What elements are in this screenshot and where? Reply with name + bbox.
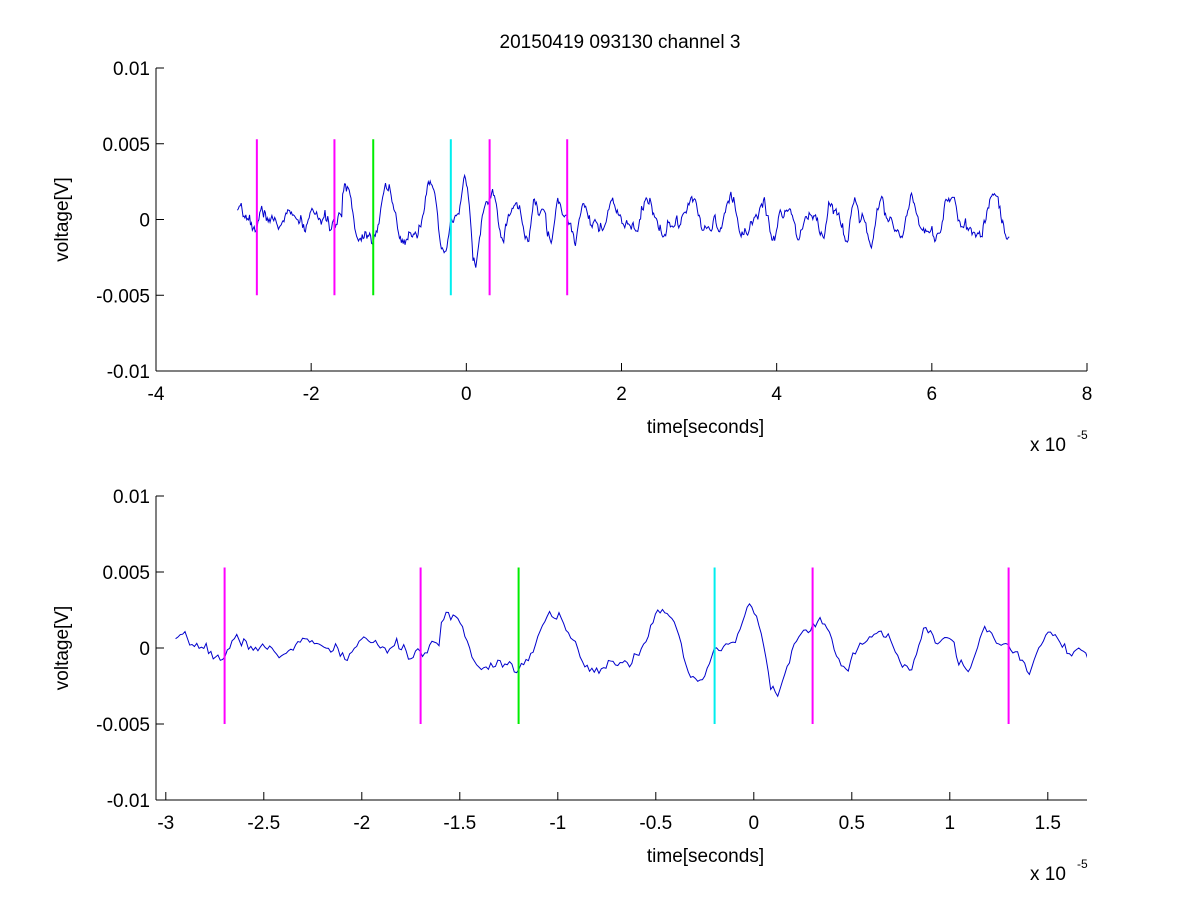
y-tick-label: 0.01 [113, 59, 150, 80]
x-tick-label: -1 [549, 813, 566, 834]
x-tick-label: 1.5 [1035, 813, 1061, 834]
x-axis-label: time[seconds] [647, 846, 764, 867]
x-tick-label: -2 [353, 813, 370, 834]
y-tick-label: 0.005 [102, 135, 150, 156]
y-tick-label: 0.005 [102, 563, 150, 584]
y-tick-label: 0 [139, 211, 150, 232]
x-tick-label: 0.5 [839, 813, 865, 834]
y-tick-label: -0.005 [96, 286, 150, 307]
y-tick-label: 0 [139, 639, 150, 660]
y-axis-label: voltage[V] [52, 606, 73, 691]
chart-title: 20150419 093130 channel 3 [500, 32, 741, 53]
voltage-trace [237, 173, 1010, 268]
y-tick-label: -0.005 [96, 715, 150, 736]
x-axis-multiplier-exponent: -5 [1077, 857, 1088, 871]
y-tick-label: -0.01 [107, 362, 150, 383]
y-tick-label: 0.01 [113, 487, 150, 508]
y-axis-label: voltage[V] [52, 177, 73, 262]
voltage-trace [175, 602, 1087, 698]
x-tick-label: 6 [927, 384, 938, 405]
x-tick-label: -0.5 [639, 813, 672, 834]
x-tick-label: 1 [945, 813, 956, 834]
bottom-panel: 0.01 0.005 0 -0.005 -0.01 -3 -2.5 -2 -1.5 -1 -0.5 0… [52, 487, 1088, 885]
x-axis-multiplier: x 10 [1030, 435, 1066, 456]
y-tick-label: -0.01 [107, 791, 150, 812]
x-tick-label: 0 [461, 384, 472, 405]
x-tick-label: -2.5 [247, 813, 280, 834]
x-tick-label: 4 [771, 384, 782, 405]
top-panel: 0.01 0.005 0 -0.005 -0.01-4 -2 0 2 4 6 8 time[secon… [52, 59, 1092, 456]
x-axis-multiplier-exponent: -5 [1077, 428, 1088, 442]
x-tick-label: 0 [749, 813, 760, 834]
x-axis-multiplier: x 10 [1030, 864, 1066, 885]
x-tick-label: -3 [157, 813, 174, 834]
x-tick-label: 2 [616, 384, 627, 405]
x-tick-label: -2 [303, 384, 320, 405]
x-axis-label: time[seconds] [647, 417, 764, 438]
x-tick-label: 8 [1082, 384, 1093, 405]
x-tick-label: -1.5 [443, 813, 476, 834]
x-tick-label: -4 [148, 384, 165, 405]
